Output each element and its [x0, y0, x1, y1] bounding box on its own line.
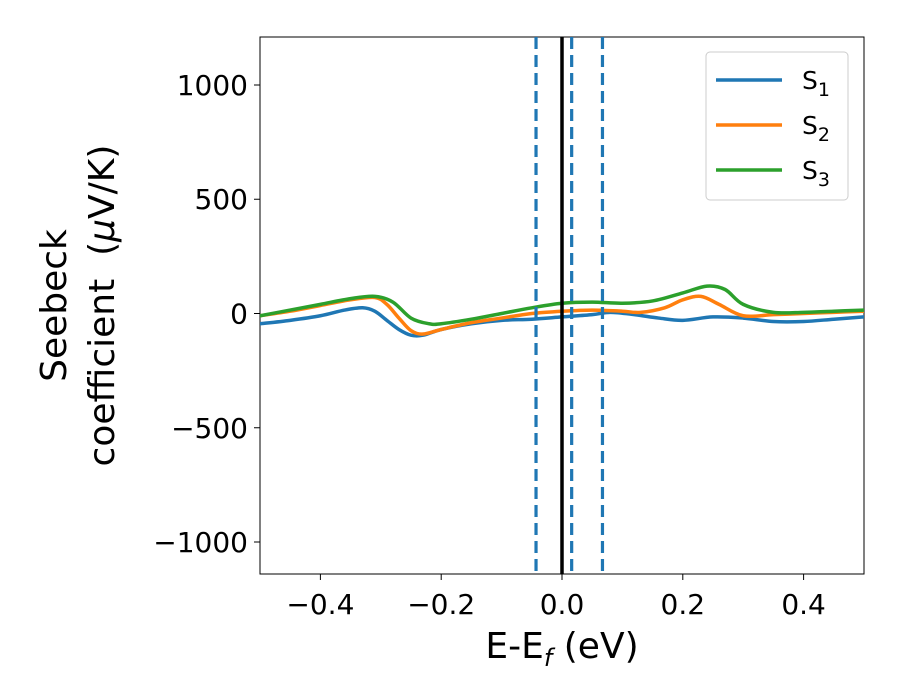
legend: S1 S2 S3 [705, 51, 849, 201]
y-axis-title-line1: Seebeck [34, 229, 75, 382]
x-tick-label: 0.2 [661, 588, 706, 621]
y-tick-label: 1000 [177, 69, 248, 102]
y-tick-label: −500 [171, 412, 248, 445]
x-tick-label: −0.4 [286, 588, 354, 621]
y-tick-label: 500 [195, 183, 248, 216]
y-tick-label: −1000 [153, 526, 248, 559]
y-tick-label: 0 [230, 297, 248, 330]
y-axis-title-text: coefficient ( [82, 242, 123, 467]
x-tick-label: 0.0 [540, 588, 585, 621]
x-axis-title-unit: (eV) [552, 626, 638, 667]
y-axis-title-line2: coefficient (μV/K) [82, 145, 123, 467]
y-axis-title-unit: V/K) [82, 145, 123, 219]
x-axis-title: E-Ef (eV) [485, 626, 638, 672]
x-tick-label: −0.2 [407, 588, 475, 621]
x-axis-title-main: E-E [485, 626, 543, 667]
legend-label-s1: S1 [802, 66, 830, 101]
legend-label-s2: S2 [802, 111, 830, 146]
legend-label-s3: S3 [802, 156, 830, 191]
y-axis: −1000 −500 0 500 1000 [153, 69, 260, 559]
x-axis: −0.4 −0.2 0.0 0.2 0.4 [286, 574, 826, 621]
vertical-lines-layer [534, 37, 605, 574]
x-tick-label: 0.4 [781, 588, 826, 621]
series-line-s3 [260, 284, 864, 327]
series-layer [260, 284, 864, 338]
series-line-s1 [260, 306, 864, 338]
y-axis-title-mu: μ [82, 219, 123, 243]
